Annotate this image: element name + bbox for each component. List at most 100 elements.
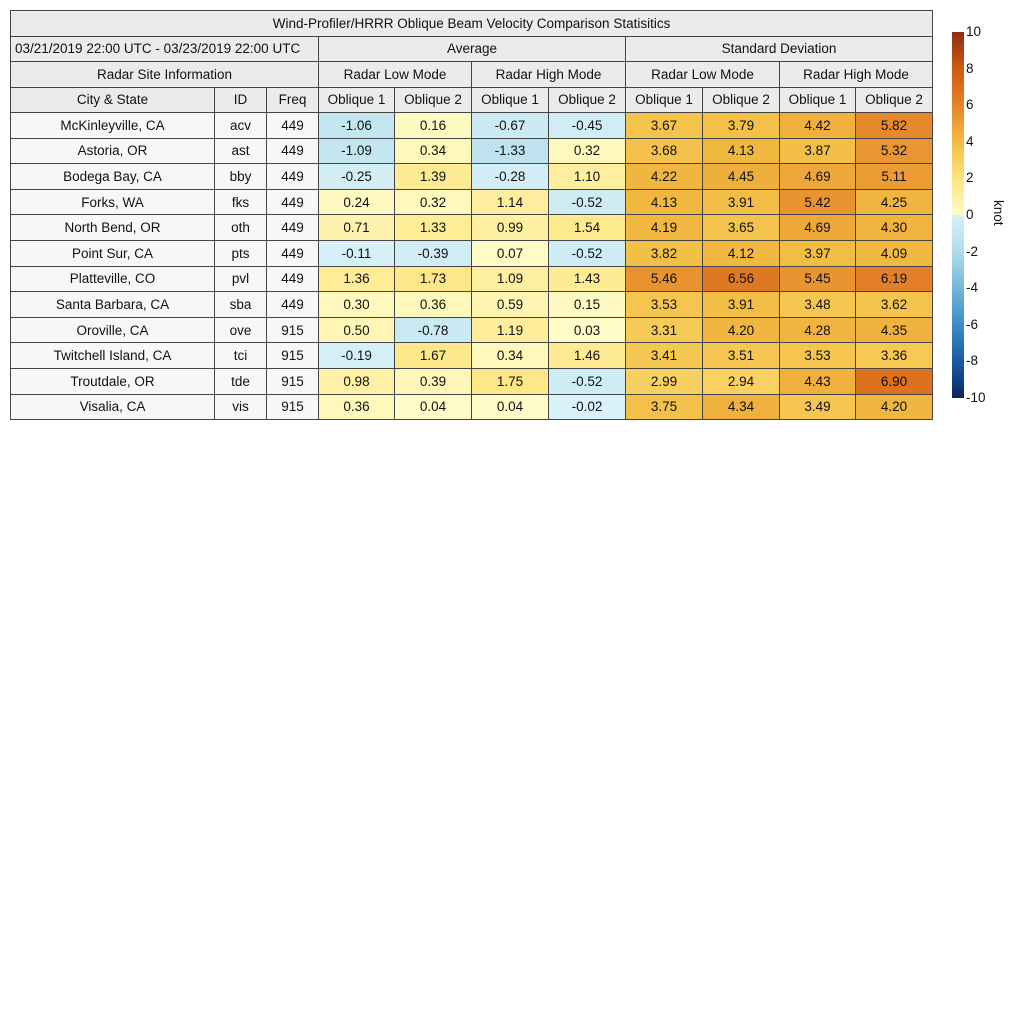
colorbar-segment (952, 72, 964, 75)
id-cell: acv (214, 112, 267, 139)
value-cell: 4.12 (702, 239, 780, 267)
colorbar-tick: -2 (966, 243, 979, 259)
id-cell: sba (214, 291, 267, 318)
colorbar-segment (952, 223, 964, 226)
colorbar-segment (952, 269, 964, 272)
value-cell: 4.30 (854, 214, 934, 241)
value-cell: 0.04 (394, 393, 472, 421)
colorbar-segment (952, 300, 964, 303)
value-cell: 0.34 (394, 137, 472, 165)
colorbar-segment (952, 379, 964, 382)
freq-cell: 449 (266, 239, 319, 267)
colorbar-segment (952, 395, 964, 398)
freq-cell: 915 (266, 316, 319, 344)
colorbar-segment (952, 375, 964, 378)
colorbar-segment (952, 328, 964, 330)
city-cell: Troutdale, OR (10, 367, 215, 395)
table-row: Platteville, CO pvl 449 1.36 1.73 1.09 1.43 5.4… (10, 265, 934, 293)
colorbar-segment (952, 317, 964, 320)
colorbar-segment (952, 174, 964, 177)
colorbar-segment (952, 227, 964, 230)
colorbar-segment (952, 229, 964, 232)
column-header: Oblique 1 (318, 86, 395, 113)
id-cell: pts (214, 239, 267, 267)
colorbar-segment (952, 41, 964, 43)
column-header: Oblique 1 (625, 86, 703, 113)
colorbar-tick: 0 (966, 207, 974, 222)
colorbar-segment (952, 181, 964, 184)
colorbar-segment (952, 127, 964, 129)
colorbar-segment (952, 319, 964, 321)
colorbar-segment (952, 32, 964, 34)
colorbar-segment (952, 154, 964, 157)
colorbar-segment (952, 70, 964, 73)
value-cell: 0.32 (548, 137, 626, 165)
colorbar-segment (952, 88, 964, 91)
colorbar-tick: 6 (966, 97, 974, 113)
value-cell: 4.20 (854, 393, 934, 421)
value-cell: 1.10 (548, 163, 626, 190)
value-cell: 4.19 (625, 214, 703, 241)
colorbar-segment (952, 333, 964, 336)
colorbar-segment (952, 267, 964, 270)
colorbar-segment (952, 165, 964, 168)
colorbar-segment (952, 172, 964, 175)
value-cell: 0.30 (318, 291, 395, 318)
colorbar-segment (952, 44, 964, 47)
colorbar-segment (952, 81, 964, 84)
colorbar-segment (952, 377, 964, 380)
colorbar-segment (952, 361, 964, 363)
colorbar-segment (952, 119, 964, 122)
colorbar-segment (952, 324, 964, 327)
value-cell: 4.28 (779, 316, 856, 344)
table-title: Wind-Profiler/HRRR Oblique Beam Velocity… (9, 10, 934, 37)
colorbar-segment (952, 158, 964, 160)
colorbar-segment (952, 225, 964, 228)
colorbar-segment (952, 139, 964, 142)
colorbar-segment (952, 121, 964, 124)
column-header: Oblique 2 (548, 86, 626, 113)
value-cell: 2.99 (625, 367, 703, 395)
value-cell: 3.62 (854, 291, 934, 318)
city-cell: North Bend, OR (10, 214, 215, 241)
value-cell: 1.54 (548, 214, 626, 241)
value-cell: -0.67 (471, 112, 549, 139)
value-cell: 1.39 (394, 163, 472, 190)
colorbar-segment (952, 340, 964, 343)
colorbar-segment (952, 75, 964, 78)
colorbar-segment (952, 187, 964, 190)
value-cell: 4.13 (625, 188, 703, 216)
colorbar-segment (952, 390, 964, 393)
colorbar-segment (952, 170, 964, 173)
colorbar-segment (952, 264, 964, 266)
colorbar-segment (952, 287, 964, 290)
value-cell: -0.52 (548, 188, 626, 216)
value-cell: 5.45 (779, 265, 856, 293)
colorbar-segment (952, 298, 964, 301)
value-cell: 5.82 (854, 112, 934, 139)
colorbar-segment (952, 275, 964, 277)
colorbar-segment (952, 245, 964, 248)
colorbar-segment (952, 42, 964, 45)
value-cell: 4.09 (854, 239, 934, 267)
id-cell: bby (214, 163, 267, 190)
colorbar-segment (952, 242, 964, 245)
value-cell: 2.94 (702, 367, 780, 395)
colorbar-segment (952, 37, 964, 40)
colorbar-segment (952, 280, 964, 283)
value-cell: 0.50 (318, 316, 395, 344)
colorbar-segment (952, 309, 964, 312)
value-cell: 6.19 (854, 265, 934, 293)
colorbar-segment (952, 136, 964, 139)
colorbar-segment (952, 350, 964, 352)
colorbar-segment (952, 106, 964, 109)
value-cell: 3.49 (779, 393, 856, 421)
colorbar-segment (952, 145, 964, 148)
colorbar-segment (952, 388, 964, 391)
table-row: McKinleyville, CA acv 449 -1.06 0.16 -0.67 -0.… (10, 112, 934, 139)
colorbar-segment (952, 59, 964, 62)
table-row: Santa Barbara, CA sba 449 0.30 0.36 0.59 0.15 3… (10, 291, 934, 318)
mode-header: Radar Low Mode (318, 61, 472, 88)
colorbar-segment (952, 346, 964, 349)
value-cell: 4.42 (779, 112, 856, 139)
